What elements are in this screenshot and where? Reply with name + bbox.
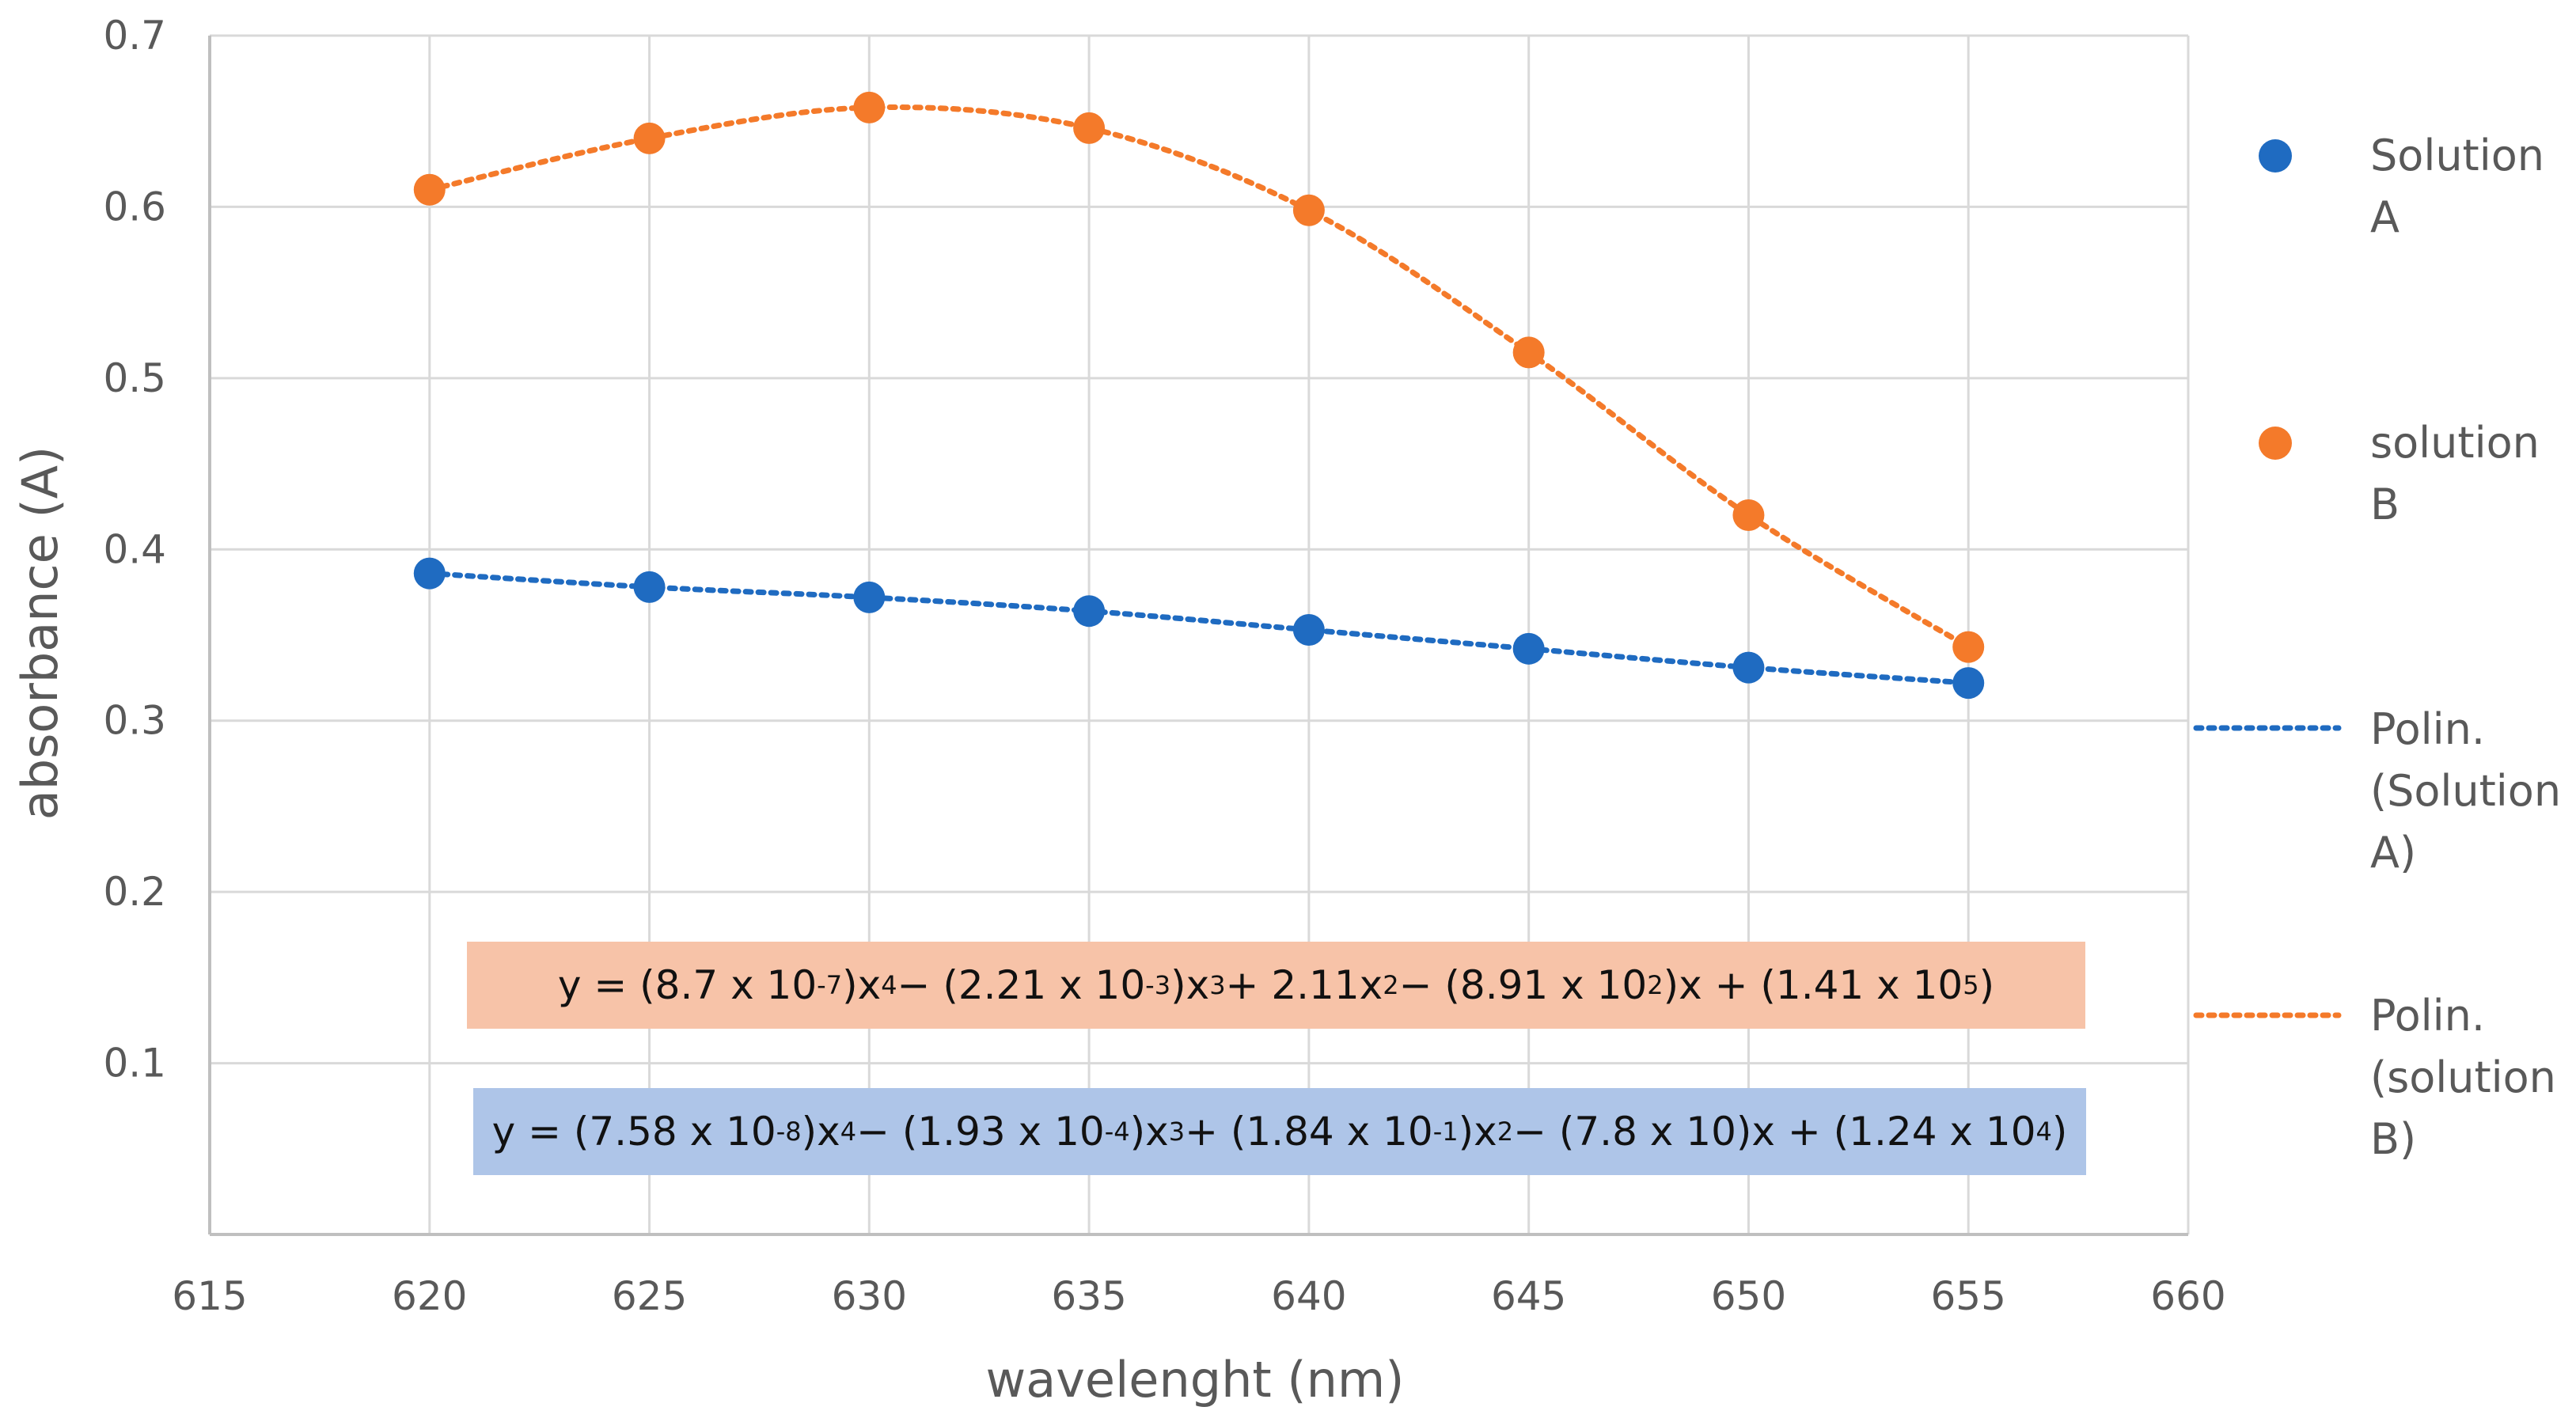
trendline-series-1 [427,571,1971,686]
x-tick-label: 615 [172,1273,247,1319]
x-tick-label: 650 [1711,1273,1786,1319]
legend-label-solution-a: Solution A [2370,131,2544,242]
data-point [1732,651,1765,684]
equation-solution-b: y = (8.7 x 10 -7)x 4 − (2.21 x 10 -3)x 3 + 2… [467,942,2085,1029]
data-point [1073,112,1106,144]
axes [208,36,2188,1236]
y-tick-label: 0.4 [103,526,166,572]
x-tick-label: 640 [1271,1273,1346,1319]
trendline-series-2 [427,104,1971,650]
data-point [1292,614,1325,647]
data-point [1952,631,1985,663]
legend-marker-solution-a [2259,139,2292,173]
data-points [413,91,1985,700]
grid [210,34,2190,1234]
tick-labels: 615 620 625 630 635 640 645 650 655 660 0.1 0.2 0.3 0… [103,13,2225,1319]
data-point [633,122,666,154]
data-point [1073,595,1106,628]
data-point [1292,194,1325,226]
data-point [1512,336,1545,369]
data-point [853,581,886,613]
y-tick-label: 0.7 [103,13,166,59]
data-point [853,91,886,123]
legend-marker-solution-b [2259,427,2292,460]
data-point [413,557,446,590]
trendlines [427,104,1971,686]
y-tick-label: 0.6 [103,184,166,229]
data-point [1952,667,1985,700]
legend-label-trendline-a: Polin. (Solution A) [2370,704,2561,878]
legend: Solution A solution B Polin. (Solution A) Polin… [2193,131,2561,1164]
x-tick-label: 620 [392,1273,467,1319]
x-tick-label: 660 [2150,1273,2225,1319]
y-tick-label: 0.3 [103,698,166,744]
x-tick-label: 630 [832,1273,907,1319]
legend-label-trendline-b: Polin. (solution B) [2370,991,2556,1164]
data-point [413,173,446,206]
x-axis-title: wavelenght (nm) [986,1351,1405,1409]
data-point [1512,632,1545,665]
y-axis-title: absorbance (A) [11,446,69,820]
equation-solution-a: y = (7.58 x 10 -8)x 4 − (1.93 x 10 -4)x 3 + … [473,1088,2086,1175]
x-tick-label: 645 [1491,1273,1566,1319]
x-tick-label: 655 [1931,1273,2006,1319]
y-tick-label: 0.5 [103,355,166,401]
data-point [1732,499,1765,531]
data-point [633,571,666,603]
legend-label-solution-b: solution B [2370,418,2540,529]
y-tick-label: 0.1 [103,1041,166,1086]
x-tick-label: 635 [1051,1273,1126,1319]
y-tick-label: 0.2 [103,869,166,915]
x-tick-label: 625 [612,1273,687,1319]
